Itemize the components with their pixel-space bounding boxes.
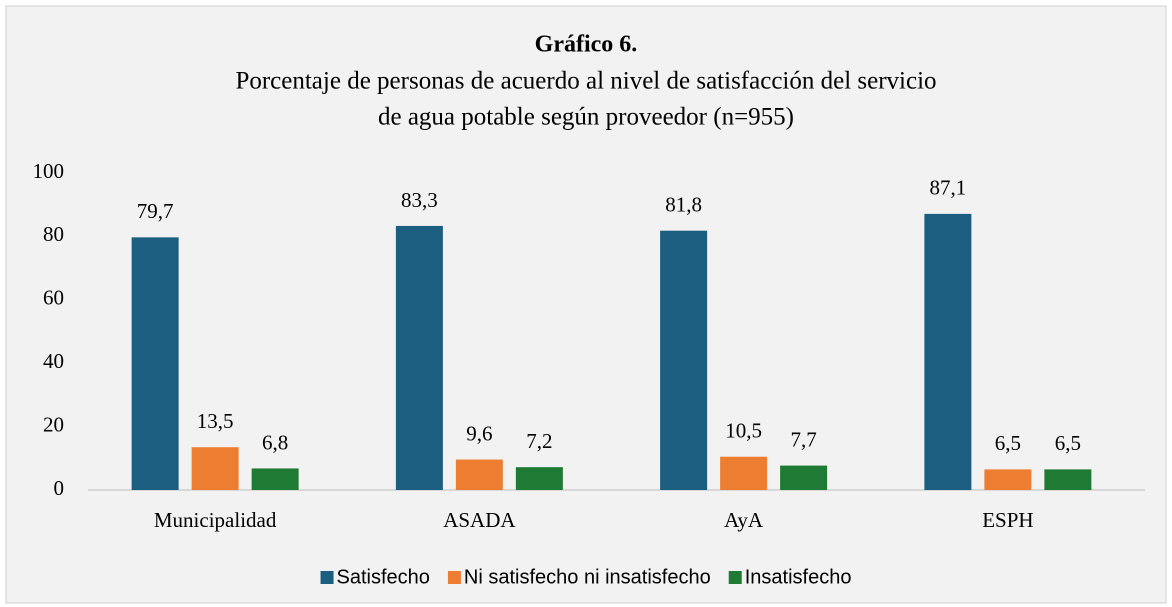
chart-title: Gráfico 6. [535, 32, 638, 58]
data-label: 7,2 [526, 429, 552, 453]
data-label: 6,5 [1055, 431, 1081, 455]
y-tick-label: 20 [43, 412, 64, 436]
chart-background [5, 5, 1167, 604]
data-label: 87,1 [930, 176, 967, 200]
y-tick-label: 100 [33, 159, 65, 183]
legend-swatch [728, 571, 742, 584]
legend-label: Insatisfecho [745, 566, 852, 588]
legend-label: Ni satisfecho ni insatisfecho [464, 566, 711, 588]
legend-label: Satisfecho [337, 566, 430, 588]
data-label: 13,5 [197, 409, 234, 433]
legend-swatch [320, 571, 334, 584]
bar [251, 468, 299, 490]
bar [191, 447, 239, 490]
y-tick-label: 80 [43, 222, 64, 246]
x-tick-label: Municipalidad [154, 508, 277, 532]
bar [984, 469, 1032, 490]
data-label: 79,7 [137, 199, 174, 223]
bar [924, 213, 972, 490]
bar [1044, 469, 1092, 490]
bar [780, 465, 828, 490]
data-label: 81,8 [665, 193, 702, 217]
data-label: 83,3 [401, 188, 438, 212]
data-label: 9,6 [466, 421, 492, 445]
bar [131, 237, 179, 490]
chart-subtitle: de agua potable según proveedor (n=955) [378, 104, 794, 131]
data-label: 6,8 [262, 430, 288, 454]
data-label: 7,7 [791, 427, 817, 451]
y-tick-label: 40 [43, 349, 64, 373]
data-label: 6,5 [995, 431, 1021, 455]
x-tick-label: ASADA [443, 508, 516, 532]
legend-swatch [447, 571, 461, 584]
bar [720, 456, 768, 490]
x-tick-label: ESPH [982, 508, 1033, 532]
y-tick-label: 60 [43, 286, 64, 310]
bar [515, 467, 563, 490]
y-tick-label: 0 [54, 476, 65, 500]
x-tick-label: AyA [724, 508, 764, 532]
bar [455, 459, 503, 490]
bar [395, 225, 443, 490]
data-label: 10,5 [725, 419, 762, 443]
chart-subtitle: Porcentaje de personas de acuerdo al niv… [235, 68, 936, 95]
bar [660, 230, 708, 490]
